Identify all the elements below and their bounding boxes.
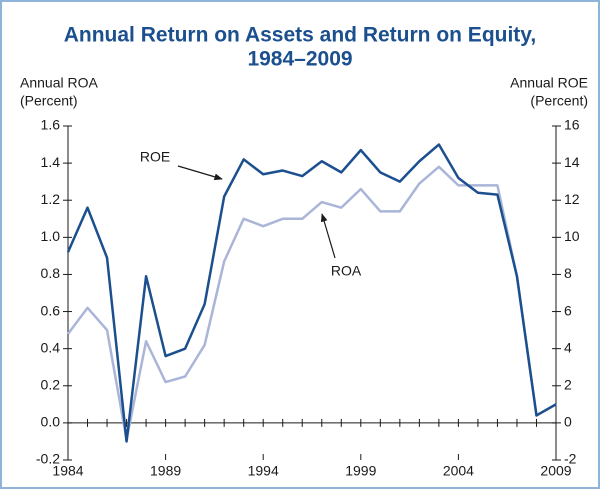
y2-tick-label: 14 — [564, 154, 580, 170]
y-tick-label: 0.6 — [41, 302, 61, 318]
y-tick-label: 1.4 — [41, 154, 61, 170]
y2-tick-label: 12 — [564, 191, 580, 207]
y2-tick-label: 8 — [564, 265, 572, 281]
y2-axis-label: Annual ROE — [510, 75, 588, 91]
y-tick-label: 0.4 — [41, 339, 61, 355]
y-tick-label: 1.6 — [41, 117, 61, 133]
chart-title: Annual Return on Assets and Return on Eq… — [64, 24, 537, 47]
series-line — [67, 165, 557, 441]
y-tick-label: 0.0 — [41, 414, 61, 430]
y2-tick-label: 2 — [564, 376, 572, 392]
x-tick-label: 1989 — [150, 463, 181, 479]
y2-tick-label: 4 — [564, 339, 572, 355]
y2-tick-label: 16 — [564, 117, 580, 133]
y-axis-label: Annual ROA — [20, 75, 98, 91]
y-tick-label: 1.0 — [41, 228, 61, 244]
y2-tick-label: 0 — [564, 414, 572, 430]
series-line — [66, 143, 557, 443]
x-tick-label: 1984 — [52, 463, 83, 479]
y-tick-label: 0.8 — [41, 265, 61, 281]
annotation-arrow — [320, 213, 336, 259]
y-tick-label: -0.2 — [36, 451, 60, 467]
x-tick-label: 1999 — [345, 463, 376, 479]
y2-tick-label: 10 — [564, 228, 580, 244]
y-tick-label: 1.2 — [41, 191, 61, 207]
y2-tick-label: -2 — [564, 451, 577, 467]
y2-tick-label: 6 — [564, 302, 572, 318]
y-tick-label: 0.2 — [41, 376, 61, 392]
x-tick-label: 1994 — [248, 463, 279, 479]
y-axis-label: (Percent) — [20, 93, 78, 109]
x-tick-label: 2009 — [540, 463, 571, 479]
series-annotation: ROE — [140, 149, 170, 165]
series-annotation: ROA — [331, 263, 362, 279]
x-tick-label: 2004 — [443, 463, 474, 479]
annotation-arrow — [177, 165, 223, 181]
y2-axis-label: (Percent) — [530, 93, 588, 109]
chart-title: 1984–2009 — [247, 48, 352, 71]
